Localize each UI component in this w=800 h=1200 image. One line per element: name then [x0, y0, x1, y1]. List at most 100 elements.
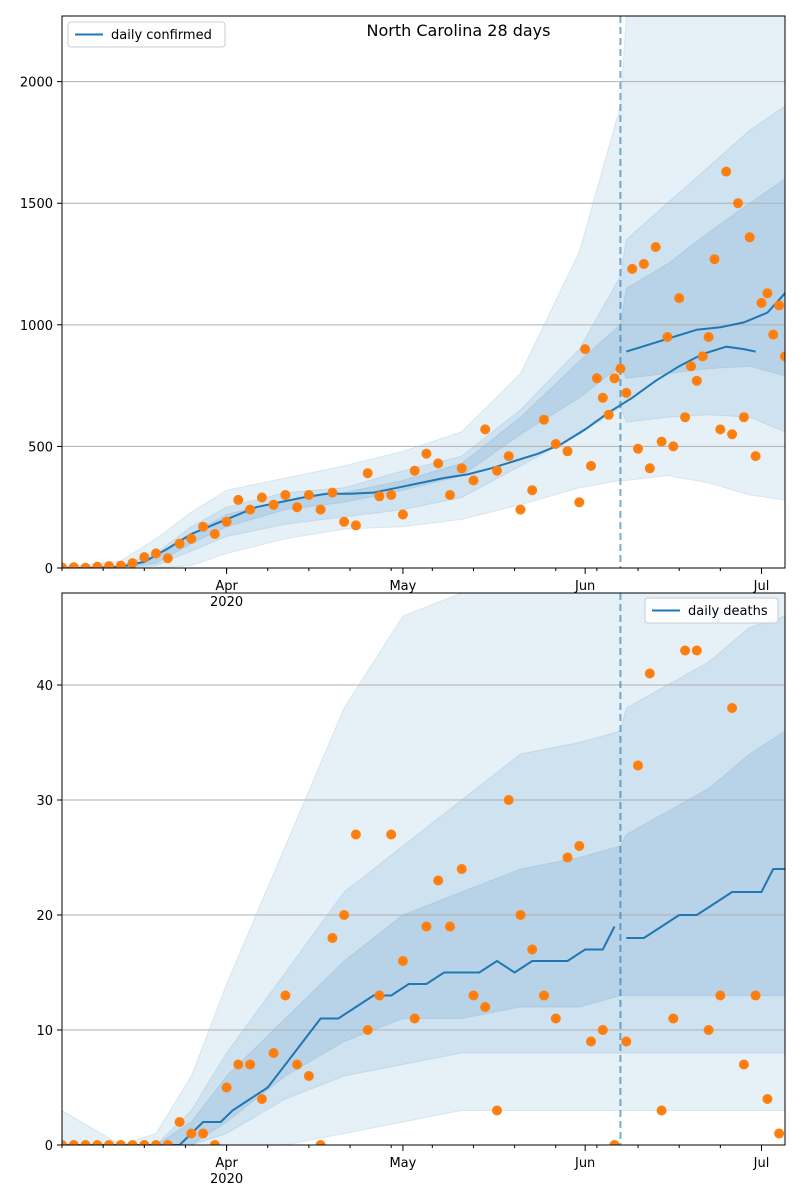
y-tick-label: 500 [28, 440, 53, 455]
data-point [762, 1094, 773, 1104]
data-point [492, 465, 502, 476]
data-point [162, 1140, 173, 1145]
data-point [421, 921, 432, 932]
data-point [280, 990, 291, 1001]
data-point [586, 460, 596, 471]
data-point [339, 910, 350, 920]
data-point [680, 412, 691, 423]
data-point [409, 465, 420, 476]
data-point [668, 441, 679, 452]
outer-band [62, 16, 785, 568]
data-point [644, 668, 655, 679]
data-point [691, 375, 702, 386]
data-point [562, 852, 573, 863]
data-point [574, 841, 585, 851]
data-point [233, 494, 244, 505]
data-point [397, 509, 408, 520]
y-tick-label: 1000 [20, 319, 53, 334]
data-point [715, 424, 726, 435]
data-point [104, 1140, 114, 1145]
data-point [292, 1059, 303, 1070]
data-point [397, 956, 408, 966]
data-point [151, 548, 161, 559]
data-point [433, 875, 444, 886]
y-tick-label: 1500 [20, 197, 53, 212]
data-point [174, 1117, 185, 1127]
data-point [591, 373, 602, 384]
data-point [597, 392, 608, 403]
x-tick-label: Jun [574, 1156, 595, 1171]
data-point [691, 645, 702, 656]
data-point [362, 468, 373, 479]
data-point [738, 1059, 749, 1070]
data-point [127, 1140, 138, 1145]
data-point [515, 910, 526, 920]
data-point [92, 561, 103, 568]
data-point [68, 562, 79, 568]
data-point [151, 1140, 161, 1145]
data-point [198, 1128, 209, 1139]
data-point [315, 504, 326, 515]
data-point [245, 504, 256, 515]
data-point [162, 553, 173, 564]
middle-band [62, 615, 785, 1145]
data-point [721, 166, 732, 177]
data-point [350, 520, 361, 531]
data-point [233, 1059, 244, 1070]
data-point [768, 329, 779, 340]
x-tick-label: Apr [215, 579, 238, 594]
data-point [221, 516, 232, 527]
data-point [468, 475, 479, 486]
data-point [744, 232, 755, 243]
plot-area [62, 16, 785, 568]
data-point [650, 242, 661, 252]
data-point [774, 1128, 785, 1139]
x-tick-label: Jul [753, 579, 770, 594]
data-point [503, 795, 514, 805]
data-point [115, 560, 126, 568]
data-point [421, 448, 432, 459]
data-point [550, 439, 561, 449]
data-point [198, 521, 209, 532]
data-point [92, 1140, 103, 1145]
y-tick-label: 0 [45, 562, 53, 577]
data-point [303, 1071, 314, 1081]
x-tick-sublabel: 2020 [210, 1172, 243, 1187]
data-point [480, 424, 491, 435]
data-point [615, 363, 626, 374]
data-point [174, 538, 185, 549]
legend-box [644, 597, 779, 624]
data-point [597, 1025, 608, 1035]
data-point [492, 1105, 502, 1116]
y-tick-label: 2000 [20, 76, 53, 91]
data-point [256, 1094, 267, 1104]
data-point [292, 502, 303, 513]
series-line [626, 292, 785, 353]
data-point [668, 1013, 679, 1024]
x-tick-label: Jul [753, 1156, 770, 1171]
data-point [80, 562, 91, 568]
y-tick-label: 20 [36, 909, 53, 924]
data-point [327, 487, 338, 498]
data-point [515, 504, 526, 515]
data-point [327, 933, 338, 943]
data-point [603, 409, 614, 420]
y-tick-label: 30 [36, 794, 53, 809]
legend-label: daily deaths [688, 604, 768, 619]
data-point [256, 492, 267, 503]
data-point [709, 254, 720, 265]
legend-label: daily confirmed [111, 28, 212, 43]
data-point [374, 990, 385, 1001]
plot-frame [61, 592, 786, 1146]
data-point [362, 1025, 373, 1035]
data-point [539, 414, 549, 425]
data-point [374, 491, 385, 502]
data-point [644, 463, 655, 474]
data-point [503, 451, 514, 462]
data-point [445, 921, 455, 932]
data-point [627, 263, 638, 274]
data-point [621, 387, 632, 398]
data-point [638, 259, 649, 269]
data-point [680, 645, 691, 656]
data-point [68, 1140, 79, 1145]
